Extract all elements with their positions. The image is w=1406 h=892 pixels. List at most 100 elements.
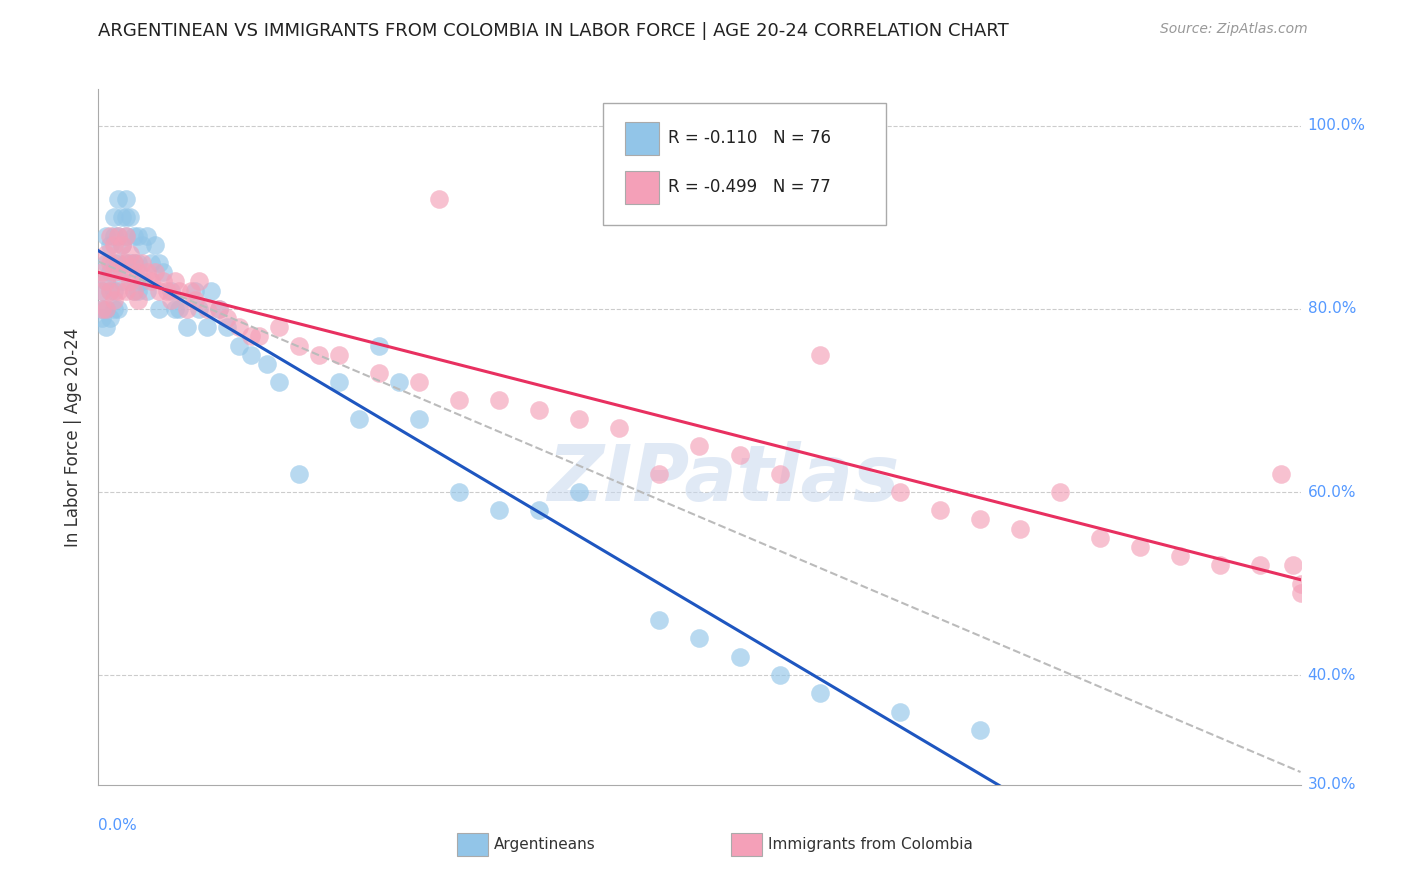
Point — [103, 211, 125, 225]
Point — [267, 320, 290, 334]
Point — [447, 485, 470, 500]
Point — [103, 284, 125, 298]
Point — [96, 320, 118, 334]
Point — [96, 247, 118, 261]
Point — [107, 301, 129, 316]
Point — [183, 284, 205, 298]
Point — [568, 411, 591, 425]
Point — [368, 366, 391, 380]
Point — [120, 211, 142, 225]
Point — [131, 256, 153, 270]
Point — [107, 228, 129, 243]
Point — [91, 301, 114, 316]
Point — [111, 275, 134, 289]
Point — [768, 668, 790, 682]
Point — [1289, 576, 1312, 591]
Text: 100.0%: 100.0% — [1308, 119, 1365, 133]
Point — [131, 275, 153, 289]
Text: Source: ZipAtlas.com: Source: ZipAtlas.com — [1160, 22, 1308, 37]
Point — [488, 393, 510, 408]
Point — [91, 284, 114, 298]
Point — [328, 375, 350, 389]
Point — [148, 256, 170, 270]
Point — [91, 265, 114, 279]
Point — [228, 338, 250, 352]
Point — [1010, 522, 1032, 536]
Point — [648, 613, 671, 627]
Point — [187, 275, 209, 289]
Point — [128, 284, 150, 298]
Point — [427, 192, 450, 206]
Point — [96, 275, 118, 289]
Point — [107, 192, 129, 206]
Point — [267, 375, 290, 389]
Point — [111, 237, 134, 252]
Point — [91, 301, 114, 316]
Point — [688, 632, 710, 646]
Point — [135, 265, 157, 279]
Point — [529, 503, 551, 517]
Text: 0.0%: 0.0% — [98, 818, 138, 832]
Point — [96, 275, 118, 289]
Point — [1209, 558, 1232, 573]
Point — [228, 320, 250, 334]
Point — [529, 402, 551, 417]
Point — [1250, 558, 1272, 573]
Point — [128, 293, 150, 307]
Point — [124, 228, 146, 243]
Point — [195, 320, 218, 334]
Bar — [624, 170, 658, 204]
Point — [96, 228, 118, 243]
Point — [288, 467, 311, 481]
Point — [100, 228, 122, 243]
Point — [100, 265, 122, 279]
Point — [1049, 485, 1071, 500]
Point — [187, 301, 209, 316]
Point — [124, 256, 146, 270]
Point — [163, 275, 186, 289]
Point — [155, 284, 177, 298]
Text: 30.0%: 30.0% — [1308, 778, 1355, 792]
Text: R = -0.499   N = 77: R = -0.499 N = 77 — [668, 178, 831, 195]
Point — [648, 467, 671, 481]
Point — [111, 211, 134, 225]
Point — [107, 228, 129, 243]
Point — [115, 192, 138, 206]
Point — [167, 301, 190, 316]
Point — [408, 411, 430, 425]
FancyBboxPatch shape — [603, 103, 886, 225]
Point — [103, 237, 125, 252]
Point — [103, 256, 125, 270]
Point — [1088, 531, 1111, 545]
Point — [239, 329, 262, 343]
Point — [768, 467, 790, 481]
Point — [208, 301, 231, 316]
Point — [388, 375, 411, 389]
Point — [969, 723, 991, 737]
Point — [115, 211, 138, 225]
Point — [328, 348, 350, 362]
Point — [91, 311, 114, 326]
Point — [115, 228, 138, 243]
Point — [308, 348, 330, 362]
Point — [195, 301, 218, 316]
Point — [347, 411, 370, 425]
Point — [152, 265, 174, 279]
Point — [215, 311, 238, 326]
Point — [368, 338, 391, 352]
Point — [176, 320, 198, 334]
Point — [107, 256, 129, 270]
Point — [100, 256, 122, 270]
Point — [100, 311, 122, 326]
Point — [115, 284, 138, 298]
Point — [889, 705, 911, 719]
Point — [135, 228, 157, 243]
Text: 80.0%: 80.0% — [1308, 301, 1355, 317]
Point — [103, 301, 125, 316]
Point — [143, 265, 166, 279]
Point — [889, 485, 911, 500]
Point — [120, 275, 142, 289]
Text: 40.0%: 40.0% — [1308, 667, 1355, 682]
Point — [180, 284, 202, 298]
Point — [256, 357, 278, 371]
